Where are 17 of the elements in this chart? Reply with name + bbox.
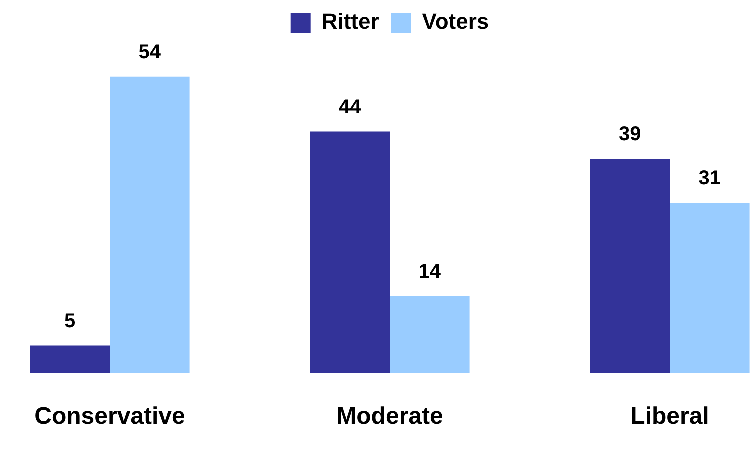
data-label: 39 [618,124,642,146]
x-tick-label: Conservative [34,403,186,430]
x-tick-label: Liberal [630,403,710,430]
bar [310,132,390,374]
legend-label: Voters [422,9,490,34]
data-label: 31 [698,168,722,190]
bar [390,296,470,374]
x-tick-label: Moderate [336,403,444,430]
bar [590,159,670,374]
data-label: 44 [338,96,362,118]
data-label: 5 [64,310,76,332]
legend-label: Ritter [322,9,380,34]
bar [670,203,750,374]
data-label: 54 [138,41,162,64]
bar [30,346,110,374]
data-label: 14 [418,260,442,283]
bar [110,76,190,374]
